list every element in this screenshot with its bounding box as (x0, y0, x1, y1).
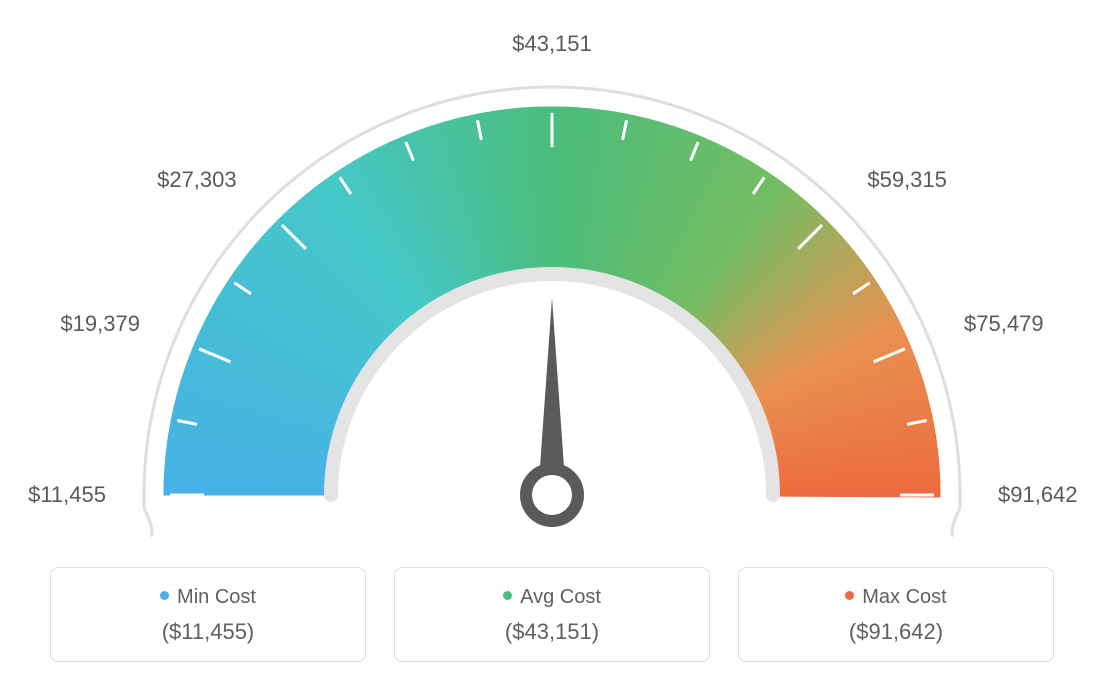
gauge-tick-label: $27,303 (157, 167, 237, 193)
min-cost-label-text: Min Cost (177, 586, 256, 608)
min-cost-value: ($11,455) (63, 619, 353, 645)
dot-icon (160, 591, 169, 600)
gauge-tick-label: $43,151 (512, 31, 592, 57)
max-cost-label-text: Max Cost (862, 586, 946, 608)
gauge-tick-label: $75,479 (964, 311, 1044, 337)
avg-cost-label: Avg Cost (407, 586, 697, 609)
gauge-tick-label: $19,379 (60, 311, 140, 337)
gauge-tick-label: $91,642 (998, 482, 1078, 508)
dot-icon (503, 591, 512, 600)
avg-cost-card: Avg Cost ($43,151) (394, 567, 710, 662)
min-cost-label: Min Cost (63, 586, 353, 609)
avg-cost-value: ($43,151) (407, 619, 697, 645)
gauge-chart: $11,455 $19,379 $27,303 $43,151 $59,315 $75,4… (0, 0, 1104, 560)
gauge-svg (0, 0, 1104, 560)
min-cost-card: Min Cost ($11,455) (50, 567, 366, 662)
max-cost-label: Max Cost (751, 586, 1041, 609)
gauge-tick-label: $11,455 (28, 482, 106, 508)
avg-cost-label-text: Avg Cost (520, 586, 601, 608)
max-cost-value: ($91,642) (751, 619, 1041, 645)
summary-cards: Min Cost ($11,455) Avg Cost ($43,151) Ma… (50, 567, 1054, 662)
gauge-tick-label: $59,315 (867, 167, 947, 193)
max-cost-card: Max Cost ($91,642) (738, 567, 1054, 662)
dot-icon (845, 591, 854, 600)
